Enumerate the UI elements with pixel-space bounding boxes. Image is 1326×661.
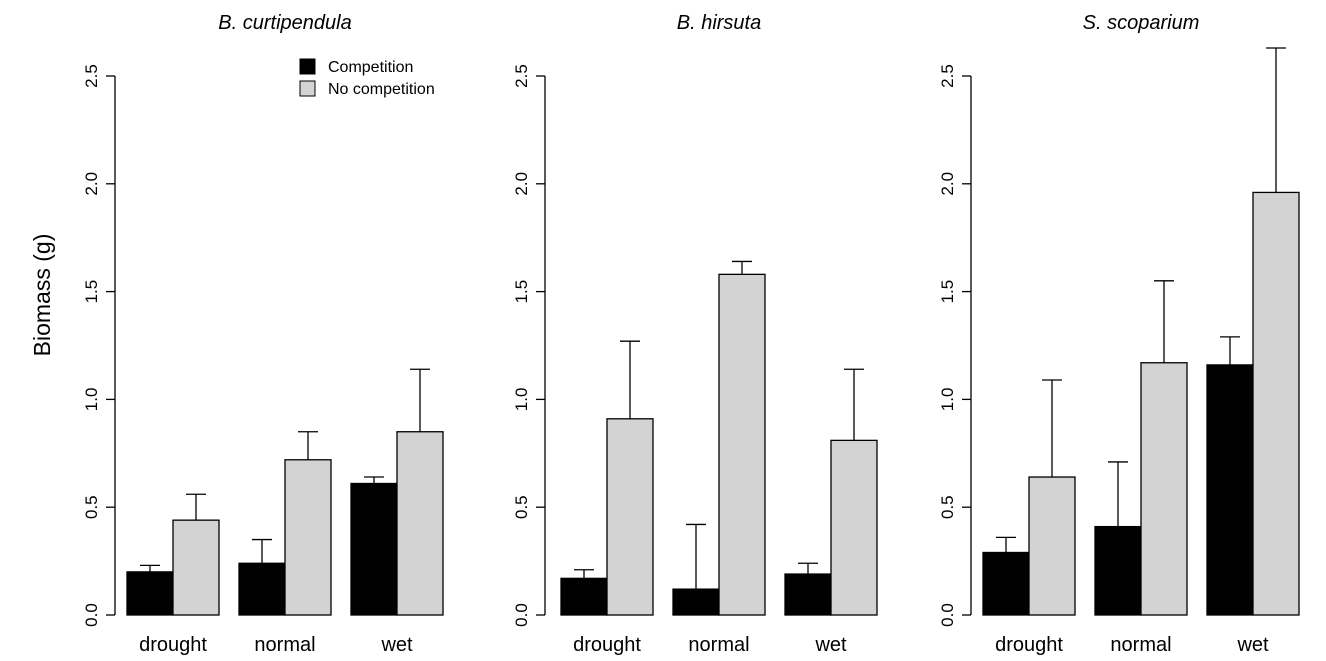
y-tick-label: 2.5	[938, 64, 957, 88]
bar-competition-normal	[1094, 525, 1142, 616]
bar-competition-drought	[560, 577, 608, 616]
y-tick-label: 0.5	[938, 495, 957, 519]
y-tick-label: 0.0	[82, 603, 101, 627]
panels: 0.0 0.5 1.0 1.5 2.0 2.5 B. curtipendula drought…	[82, 12, 1300, 656]
panel-title: B. curtipendula	[218, 12, 351, 34]
y-tick-label: 0.5	[512, 495, 531, 519]
y-tick-label: 0.0	[512, 603, 531, 627]
bar-no-competition-drought	[1028, 476, 1076, 616]
panel-title: B. hirsuta	[677, 12, 761, 34]
y-tick-label: 1.0	[938, 388, 957, 412]
bar-competition-wet	[784, 573, 832, 616]
y-tick-label: 2.0	[512, 172, 531, 196]
legend-label: Competition	[328, 59, 413, 76]
bar-no-competition-wet	[1252, 191, 1300, 616]
legend: Competition No competition	[299, 58, 435, 98]
bar-no-competition-normal	[1140, 362, 1188, 616]
y-tick-label: 1.5	[512, 280, 531, 304]
bar-competition-normal	[672, 588, 720, 616]
y-tick-label: 1.5	[938, 280, 957, 304]
bar-no-competition-drought	[606, 418, 654, 616]
panel-2: 0.0 0.5 1.0 1.5 2.0 2.5 B. hirsuta drought norma…	[512, 12, 878, 656]
bar-no-competition-drought	[172, 519, 220, 616]
y-tick-label: 2.5	[512, 64, 531, 88]
y-tick-label: 2.0	[82, 172, 101, 196]
y-tick-label: 1.5	[82, 280, 101, 304]
bar-no-competition-wet	[830, 439, 878, 616]
bar-no-competition-wet	[396, 431, 444, 616]
bar-no-competition-normal	[718, 273, 766, 616]
bar-competition-normal	[238, 562, 286, 616]
bar-no-competition-normal	[284, 459, 332, 616]
bar-competition-wet	[1206, 364, 1254, 616]
legend-label: No competition	[328, 81, 435, 98]
legend-swatch	[299, 80, 316, 97]
y-tick-label: 2.5	[82, 64, 101, 88]
y-tick-label: 1.0	[82, 388, 101, 412]
category-label: drought	[995, 634, 1063, 656]
category-label: normal	[254, 634, 315, 656]
panel-3: 0.0 0.5 1.0 1.5 2.0 2.5 S. scoparium drought nor…	[938, 12, 1300, 656]
category-label: normal	[688, 634, 749, 656]
panel-1: 0.0 0.5 1.0 1.5 2.0 2.5 B. curtipendula drought…	[82, 12, 444, 656]
category-label: normal	[1110, 634, 1171, 656]
bar-competition-wet	[350, 482, 398, 616]
y-axis-label: Biomass (g)	[29, 234, 55, 357]
category-label: drought	[139, 634, 207, 656]
y-tick-label: 1.0	[512, 388, 531, 412]
y-tick-label: 2.0	[938, 172, 957, 196]
category-label: wet	[814, 634, 847, 656]
y-tick-label: 0.5	[82, 495, 101, 519]
category-label: drought	[573, 634, 641, 656]
bar-competition-drought	[126, 571, 174, 616]
category-label: wet	[1236, 634, 1269, 656]
panel-title: S. scoparium	[1083, 12, 1200, 34]
y-tick-label: 0.0	[938, 603, 957, 627]
bar-competition-drought	[982, 551, 1030, 616]
legend-swatch	[299, 58, 316, 75]
category-label: wet	[380, 634, 413, 656]
